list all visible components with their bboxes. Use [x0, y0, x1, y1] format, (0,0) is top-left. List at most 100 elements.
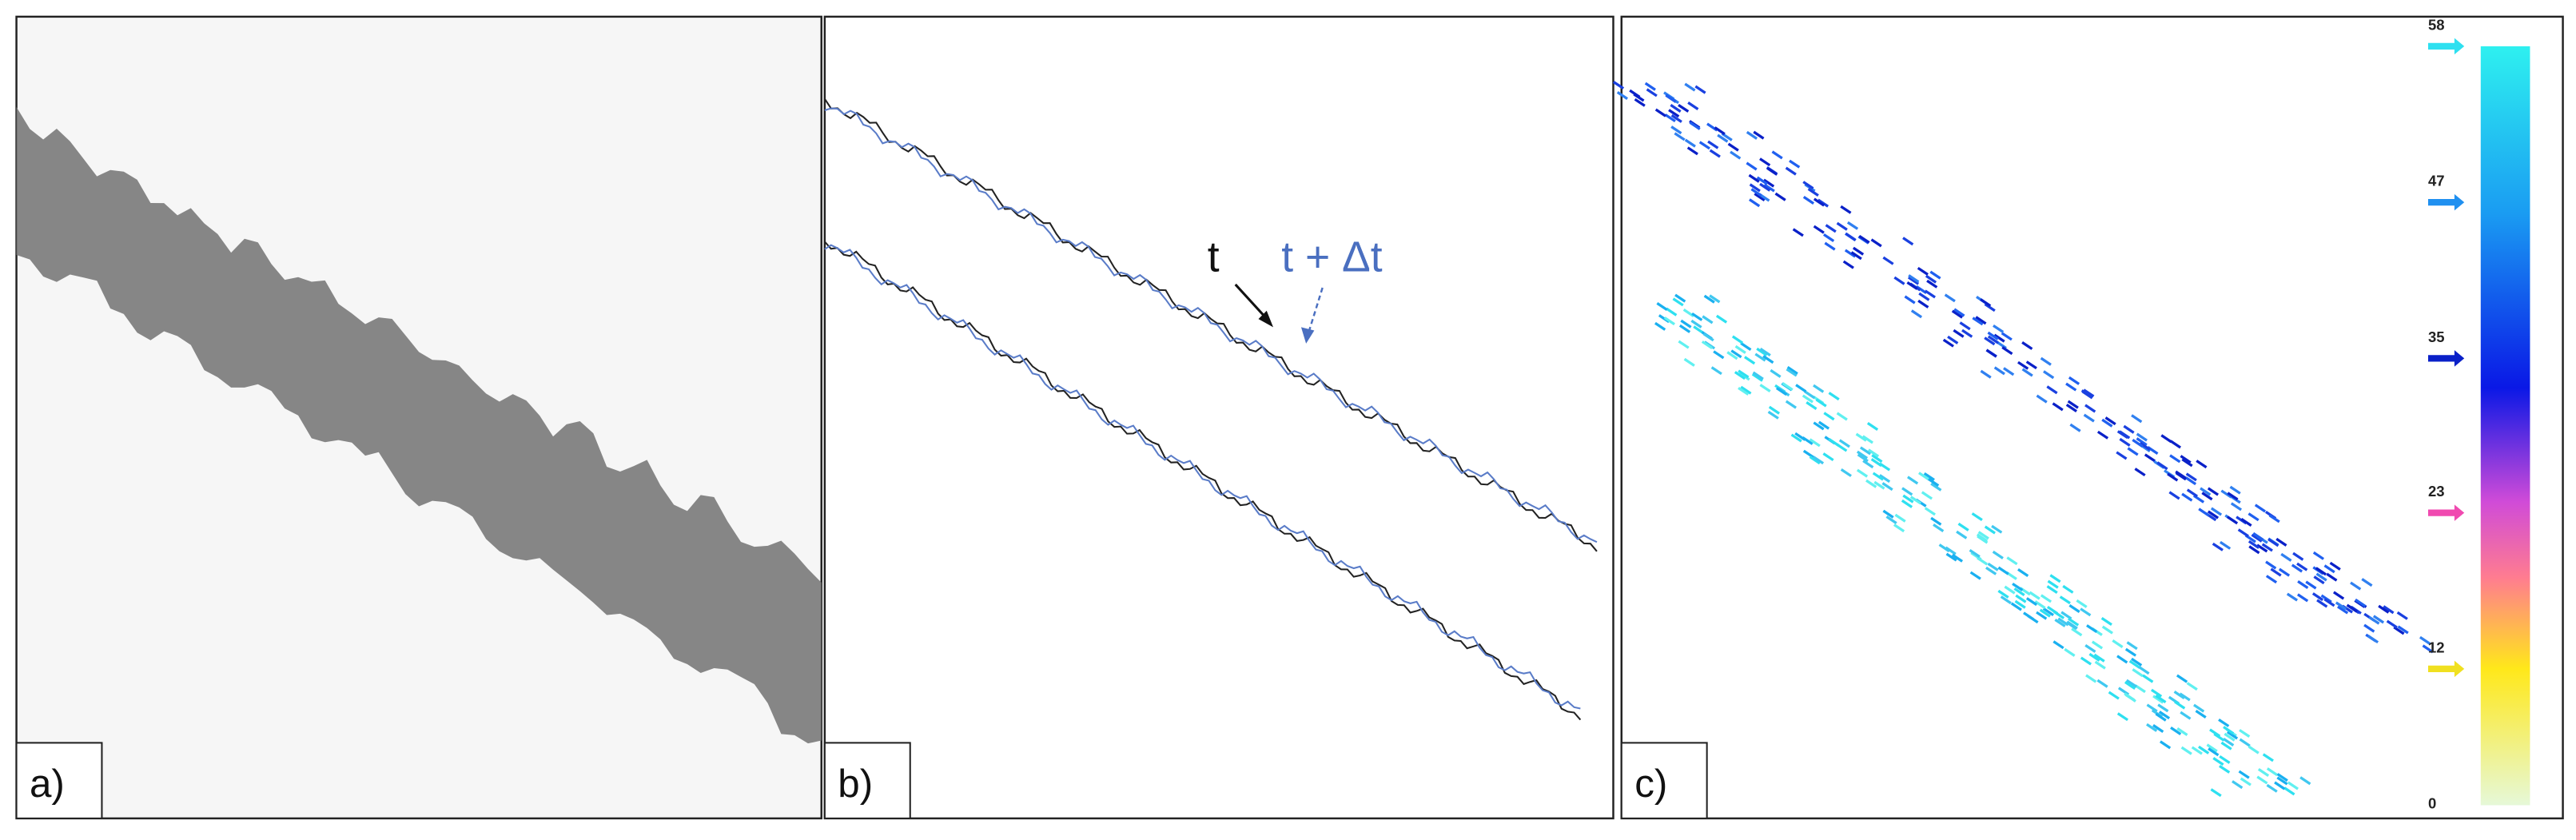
arrow: [1991, 524, 2003, 534]
arrow: [2292, 551, 2304, 561]
arrow: [1795, 384, 1807, 393]
arrow: [1678, 103, 1690, 113]
colorbar-pointer: [2428, 350, 2465, 367]
arrow: [2226, 516, 2239, 525]
arrow: [1972, 316, 1984, 326]
arrow: [2238, 770, 2250, 779]
arrow: [1980, 369, 1992, 379]
arrow: [1731, 335, 1744, 344]
arrow: [1738, 372, 1750, 381]
arrow: [1726, 351, 1738, 360]
arrow: [1682, 308, 1694, 317]
panel-label: a): [30, 762, 65, 806]
arrow: [1759, 384, 1771, 393]
arrow: [2218, 718, 2230, 727]
arrow: [2316, 599, 2328, 608]
arrow: [1844, 249, 1857, 258]
arrow: [2004, 585, 2016, 595]
arrow: [2034, 600, 2046, 610]
arrow: [1812, 456, 1825, 465]
arrow: [1709, 294, 1721, 304]
arrow: [2191, 746, 2203, 755]
arrow: [2291, 563, 2303, 573]
arrow: [2101, 418, 2113, 428]
arrow: [1980, 298, 1992, 308]
arrow: [1859, 446, 1872, 456]
arrow: [1766, 166, 1778, 176]
arrow: [2337, 605, 2349, 615]
arrow: [1906, 476, 1919, 485]
arrow: [2080, 656, 2092, 666]
arrow: [2071, 627, 2083, 637]
arrow: [1951, 553, 1964, 563]
arrow: [2039, 608, 2051, 618]
label-box: [823, 742, 911, 819]
arrow: [2146, 723, 2158, 732]
arrow: [2155, 694, 2167, 703]
arrow: [2210, 507, 2223, 516]
arrow: [1924, 289, 1936, 299]
arrow: [1938, 543, 1950, 553]
arrow: [1878, 474, 1891, 484]
arrow: [2223, 737, 2235, 746]
arrow: [2125, 679, 2137, 688]
arrow: [2036, 611, 2048, 620]
arrow: [1792, 228, 1804, 237]
colorbar-label: 23: [2428, 483, 2445, 500]
arrow: [1956, 530, 1968, 539]
arrow: [1984, 525, 1996, 535]
colorbar-label: 12: [2428, 639, 2445, 655]
arrow: [2052, 402, 2064, 412]
arrow: [1680, 319, 1692, 328]
arrow: [1881, 482, 1893, 492]
arrow: [2335, 601, 2347, 611]
arrow: [1987, 335, 2000, 344]
arrow: [1866, 422, 1879, 432]
arrow: [2368, 615, 2380, 625]
arrow: [2116, 430, 2128, 440]
arrow: [2355, 598, 2367, 607]
arrow: [2256, 775, 2268, 785]
arrow: [1902, 494, 1914, 504]
arrow: [2200, 487, 2212, 496]
arrow: [1759, 157, 1771, 167]
arrow: [2168, 491, 2180, 500]
arrow: [2169, 454, 2181, 464]
arrow: [2180, 746, 2192, 755]
arrow: [1656, 302, 1668, 311]
arrow: [1727, 142, 1739, 152]
arrow: [1815, 398, 1827, 408]
arrow: [2080, 607, 2092, 617]
arrow: [1845, 232, 1857, 241]
panel-labels: a) b) c): [15, 742, 1708, 819]
arrow: [2176, 674, 2188, 683]
arrow: [2152, 695, 2164, 704]
arrow: [2386, 619, 2398, 629]
arrow: [1975, 316, 1987, 325]
colorbar-pointer: [2428, 504, 2465, 521]
arrow: [1734, 344, 1746, 354]
arrow: [2104, 416, 2116, 426]
arrow: [2179, 692, 2191, 702]
arrow: [1908, 274, 1920, 284]
arrow: [2305, 580, 2317, 590]
arrow: [2313, 575, 2325, 585]
arrow: [2076, 599, 2088, 608]
arrow: [2346, 603, 2358, 613]
arrow: [1802, 449, 1815, 459]
arrow: [2040, 356, 2052, 366]
arrow: [2224, 732, 2236, 742]
arrow: [1702, 332, 1714, 342]
arrow: [2116, 712, 2128, 722]
arrow: [1861, 435, 1873, 444]
arrow: [1694, 85, 1706, 94]
arrow: [1644, 82, 1656, 91]
arrow: [2047, 579, 2059, 589]
arrow: [1862, 460, 1874, 469]
arrow: [1917, 299, 1929, 309]
arrow: [2278, 567, 2291, 577]
arrow: [2144, 453, 2156, 463]
arrow: [1629, 89, 1641, 98]
panel-b: [823, 15, 1614, 820]
arrow: [2181, 458, 2193, 468]
